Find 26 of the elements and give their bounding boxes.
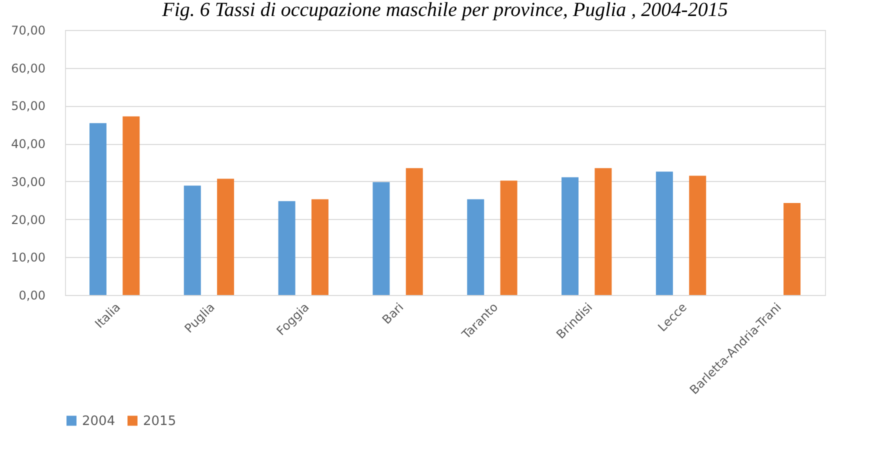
- bar: [311, 199, 328, 295]
- y-tick-label: 10,00: [11, 250, 46, 265]
- bar: [217, 178, 234, 295]
- bar: [89, 123, 106, 295]
- bar: [656, 172, 673, 295]
- bar: [406, 168, 423, 295]
- legend-label: 2004: [82, 414, 116, 429]
- y-tick-label: 60,00: [11, 61, 46, 76]
- bar: [184, 186, 201, 295]
- bar: [500, 180, 518, 295]
- bar: [122, 116, 140, 295]
- y-tick-label: 30,00: [11, 174, 46, 189]
- bar: [562, 177, 579, 295]
- bar: [467, 199, 484, 295]
- bar: [278, 201, 296, 295]
- y-tick-label: 50,00: [11, 99, 46, 114]
- bar: [784, 203, 801, 295]
- y-tick-label: 0,00: [18, 288, 46, 302]
- bar: [594, 168, 612, 295]
- y-tick-label: 40,00: [11, 137, 46, 152]
- y-tick-label: 70,00: [11, 24, 46, 38]
- bar: [372, 182, 390, 295]
- chart-title: Fig. 6 Tassi di occupazione maschile per province, Puglia , 2004-2015: [161, 0, 728, 21]
- y-tick-label: 20,00: [11, 212, 46, 227]
- bar: [689, 176, 706, 295]
- legend-label: 2015: [143, 414, 176, 429]
